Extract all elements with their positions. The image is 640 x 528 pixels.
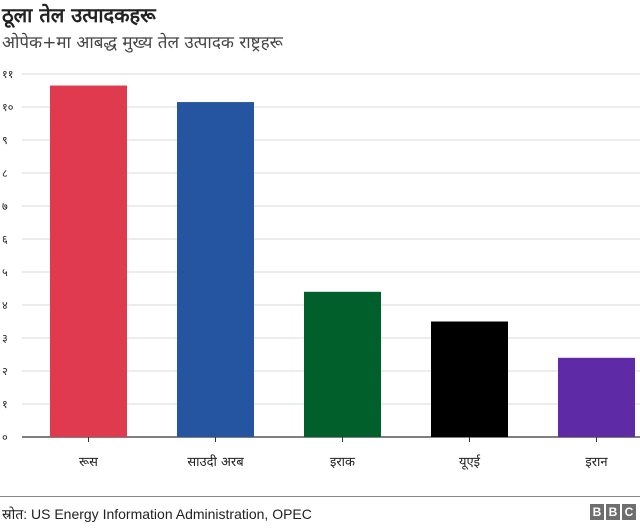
y-tick-label: ९ xyxy=(2,134,8,147)
chart-title: ठूला तेल उत्पादकहरू xyxy=(2,3,156,27)
y-tick-label: ११ xyxy=(2,68,13,81)
y-tick-label: ५ xyxy=(2,266,8,279)
y-tick-label: ३ xyxy=(2,332,8,345)
y-tick-label: १० xyxy=(2,101,14,114)
category-label: यूएई xyxy=(459,454,481,470)
logo-letter: B xyxy=(590,504,604,520)
y-tick-label: ६ xyxy=(2,233,8,246)
bars xyxy=(50,85,635,438)
bar xyxy=(558,357,635,437)
bar xyxy=(177,102,254,438)
y-tick-label: २ xyxy=(2,365,8,378)
source-text: स्रोत: US Energy Information Administrat… xyxy=(2,506,312,522)
bbc-logo: B B C xyxy=(590,504,636,520)
y-tick-label: ७ xyxy=(2,200,8,213)
y-tick-label: १ xyxy=(2,398,8,411)
bar xyxy=(50,85,127,438)
logo-letter: C xyxy=(622,504,636,520)
category-label: इराक xyxy=(330,455,356,470)
y-tick-label: ८ xyxy=(2,167,8,180)
logo-letter: B xyxy=(606,504,620,520)
category-label: साउदी अरब xyxy=(187,454,244,470)
category-label: रूस xyxy=(79,455,98,470)
bar xyxy=(431,321,508,437)
chart-subtitle: ओपेक+मा आबद्ध मुख्य तेल उत्पादक राष्ट्रह… xyxy=(2,33,283,53)
y-tick-label: ० xyxy=(2,431,8,444)
footer-divider xyxy=(0,496,640,497)
y-axis-ticks: ० १ २ ३ ४ ५ ६ ७ ८ ९ १० ११ xyxy=(2,68,14,444)
x-axis-labels: रूस साउदी अरब इराक यूएई इरान xyxy=(79,437,608,470)
bar xyxy=(304,291,381,437)
y-tick-label: ४ xyxy=(2,299,8,312)
category-label: इरान xyxy=(585,455,608,470)
